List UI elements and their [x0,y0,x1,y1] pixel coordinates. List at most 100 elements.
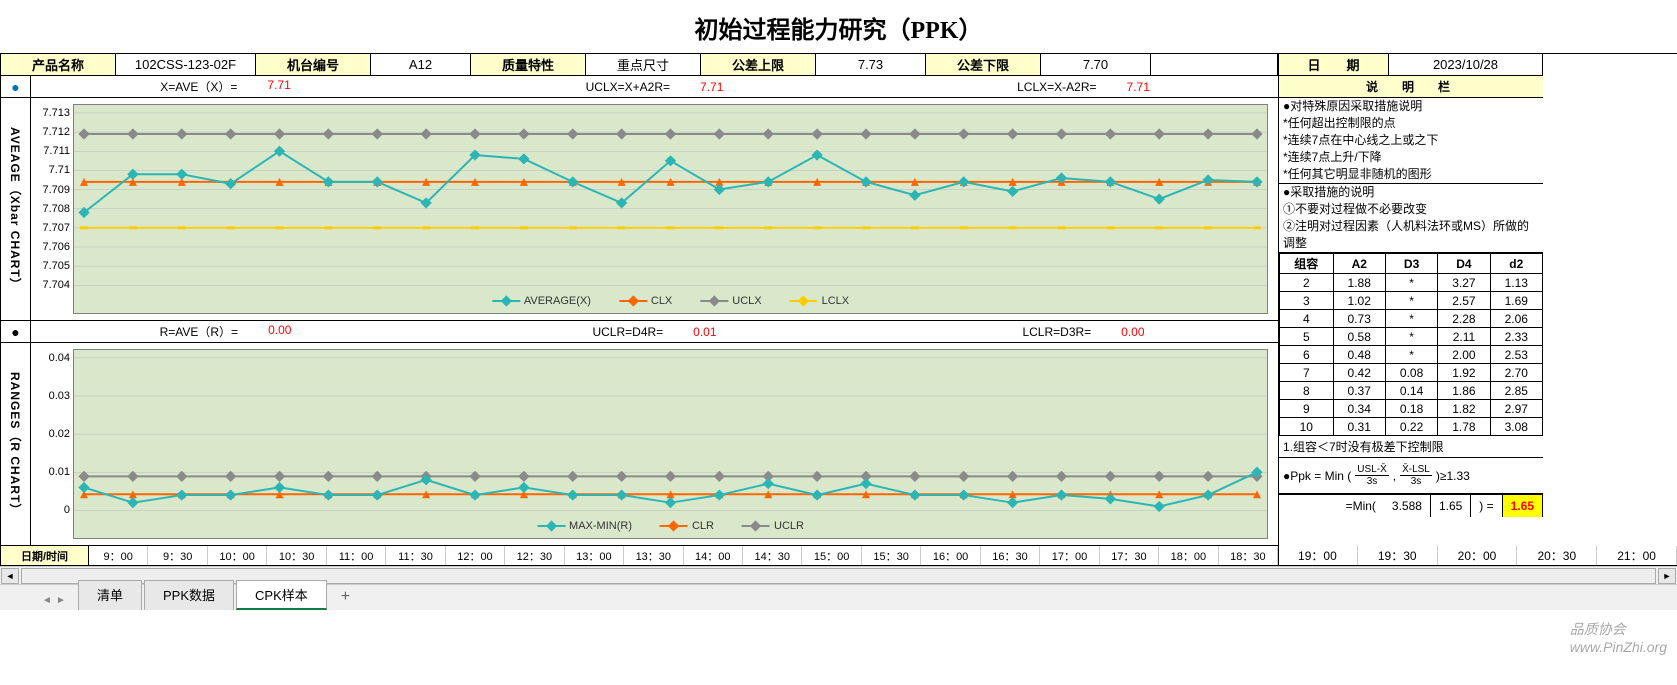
table-cell: 6 [1280,346,1334,364]
table-cell: 2.53 [1490,346,1542,364]
table-cell: 5 [1280,328,1334,346]
date-label: 日 期 [1279,54,1389,75]
time-cell: 16：30 [981,546,1040,565]
range-bullet: ● [1,321,31,342]
ppk-cell: 3.588 [1384,495,1431,517]
scroll-right[interactable]: ► [1658,568,1676,584]
time-cell: 17：30 [1100,546,1159,565]
table-cell: 0.37 [1333,382,1385,400]
const-hdr: A2 [1333,254,1385,274]
table-cell: 3 [1280,292,1334,310]
sheet-tab-0[interactable]: 清单 [78,580,142,610]
table-row: 90.340.181.822.97 [1280,400,1543,418]
ytick: 0.04 [49,352,70,364]
ytick: 7.71 [49,164,70,176]
range-stat-row: ● R=AVE（R）=0.00UCLR=D4R=0.01LCLR=D3R=0.0… [1,321,1278,343]
table-cell: 1.02 [1333,292,1385,310]
note-line: *连续7点在中心线之上或之下 [1279,132,1543,149]
table-cell: 2 [1280,274,1334,292]
ytick: 7.704 [42,279,70,291]
hdr-cell-4: 质量特性 [471,54,586,75]
scroll-left[interactable]: ◄ [1,568,19,584]
time-cell: 11：00 [327,546,386,565]
const-hdr: d2 [1490,254,1542,274]
time-label: 日期/时间 [1,546,89,565]
hdr-cell-9: 7.70 [1041,54,1151,75]
table-cell: * [1385,310,1437,328]
tab-last[interactable]: ► [54,590,68,610]
time-cell: 9：30 [148,546,207,565]
right-panel: 日 期 2023/10/28 说 明 栏 ●对特殊原因采取措施说明*任何超出控制… [1278,54,1543,566]
const-hdr: 组容 [1280,254,1334,274]
time-cell: 15：30 [862,546,921,565]
time-cell: 16：00 [921,546,980,565]
hdr-cell-7: 7.73 [816,54,926,75]
note-line: *连续7点上升/下降 [1279,149,1543,166]
tab-add[interactable]: + [329,584,362,610]
note-line: ①不要对过程做不必要改变 [1279,201,1543,218]
ppk-cell: 1.65 [1503,495,1543,517]
sheet-tabs: ◄ ► 清单PPK数据CPK样本 + [0,584,1677,610]
table-cell: 0.22 [1385,418,1437,436]
watermark: 品质协会www.PinZhi.org [1570,619,1667,655]
table-cell: 1.13 [1490,274,1542,292]
table-cell: 10 [1280,418,1334,436]
range-vlabel: RANGES（R CHART） [1,343,31,545]
desc-header: 说 明 栏 [1279,76,1543,98]
table-cell: 2.11 [1438,328,1490,346]
xbar-chart-area: 7.7047.7057.7067.7077.7087.7097.717.7117… [31,98,1278,320]
table-row: 100.310.221.783.08 [1280,418,1543,436]
table-row: 40.73*2.282.06 [1280,310,1543,328]
tab-first[interactable]: ◄ [40,590,54,610]
time-cell: 14：30 [743,546,802,565]
ytick: 0.03 [49,390,70,402]
tab-nav[interactable]: ◄ ► [40,590,68,610]
table-cell: 2.57 [1438,292,1490,310]
time-cell: 18：30 [1219,546,1278,565]
hdr-cell-3: A12 [371,54,471,75]
table-cell: 9 [1280,400,1334,418]
table-row: 21.88*3.271.13 [1280,274,1543,292]
time-cell: 12：30 [505,546,564,565]
table-cell: 1.78 [1438,418,1490,436]
ppk-formula: ●Ppk = Min ( USL-X̄3s , X̄-LSL3s )≥1.33 [1279,458,1543,494]
time-cell: 10：30 [267,546,326,565]
time-cell: 12：00 [446,546,505,565]
range-chart-area: 00.010.020.030.04 MAX-MIN(R)CLRUCLR [31,343,1278,545]
legend-item: UCLR [742,520,804,532]
table-cell: 0.48 [1333,346,1385,364]
table-cell: 0.31 [1333,418,1385,436]
table-cell: 1.82 [1438,400,1490,418]
range-chart-block: RANGES（R CHART） 00.010.020.030.04 MAX-MI… [1,343,1278,546]
ytick: 0.01 [49,466,70,478]
note-line: *任何其它明显非随机的图形 [1279,166,1543,183]
table-cell: * [1385,328,1437,346]
legend-item: MAX-MIN(R) [537,520,632,532]
table-cell: 2.85 [1490,382,1542,400]
legend-item: UCLX [700,295,761,307]
stat-1: UCLX=X+A2R=7.71 [460,80,849,94]
ytick: 7.709 [42,184,70,196]
hdr-cell-0: 产品名称 [1,54,116,75]
legend-item: LCLX [790,295,850,307]
sheet-tab-1[interactable]: PPK数据 [144,580,234,610]
time-cell: 17：00 [1040,546,1099,565]
ytick: 7.708 [42,203,70,215]
time-cell: 18：00 [1159,546,1218,565]
table-cell: 0.34 [1333,400,1385,418]
ppk-cell: =Min( [1279,495,1384,517]
table-cell: 8 [1280,382,1334,400]
table-cell: 4 [1280,310,1334,328]
time-cell: 9：00 [89,546,148,565]
table-cell: 3.08 [1490,418,1542,436]
sheet-tab-2[interactable]: CPK样本 [236,580,327,610]
note-line: ●采取措施的说明 [1279,184,1543,201]
main-grid: 产品名称102CSS-123-02F机台编号A12质量特性重点尺寸公差上限7.7… [0,53,1677,566]
table-cell: 7 [1280,364,1334,382]
time-cell: 11：30 [386,546,445,565]
ytick: 7.713 [42,107,70,119]
note-line: ②注明对过程因素（人机料法环或MS）所做的调整 [1279,218,1543,252]
note-line: *任何超出控制限的点 [1279,115,1543,132]
header-row: 产品名称102CSS-123-02F机台编号A12质量特性重点尺寸公差上限7.7… [1,54,1278,76]
table-cell: 1.86 [1438,382,1490,400]
